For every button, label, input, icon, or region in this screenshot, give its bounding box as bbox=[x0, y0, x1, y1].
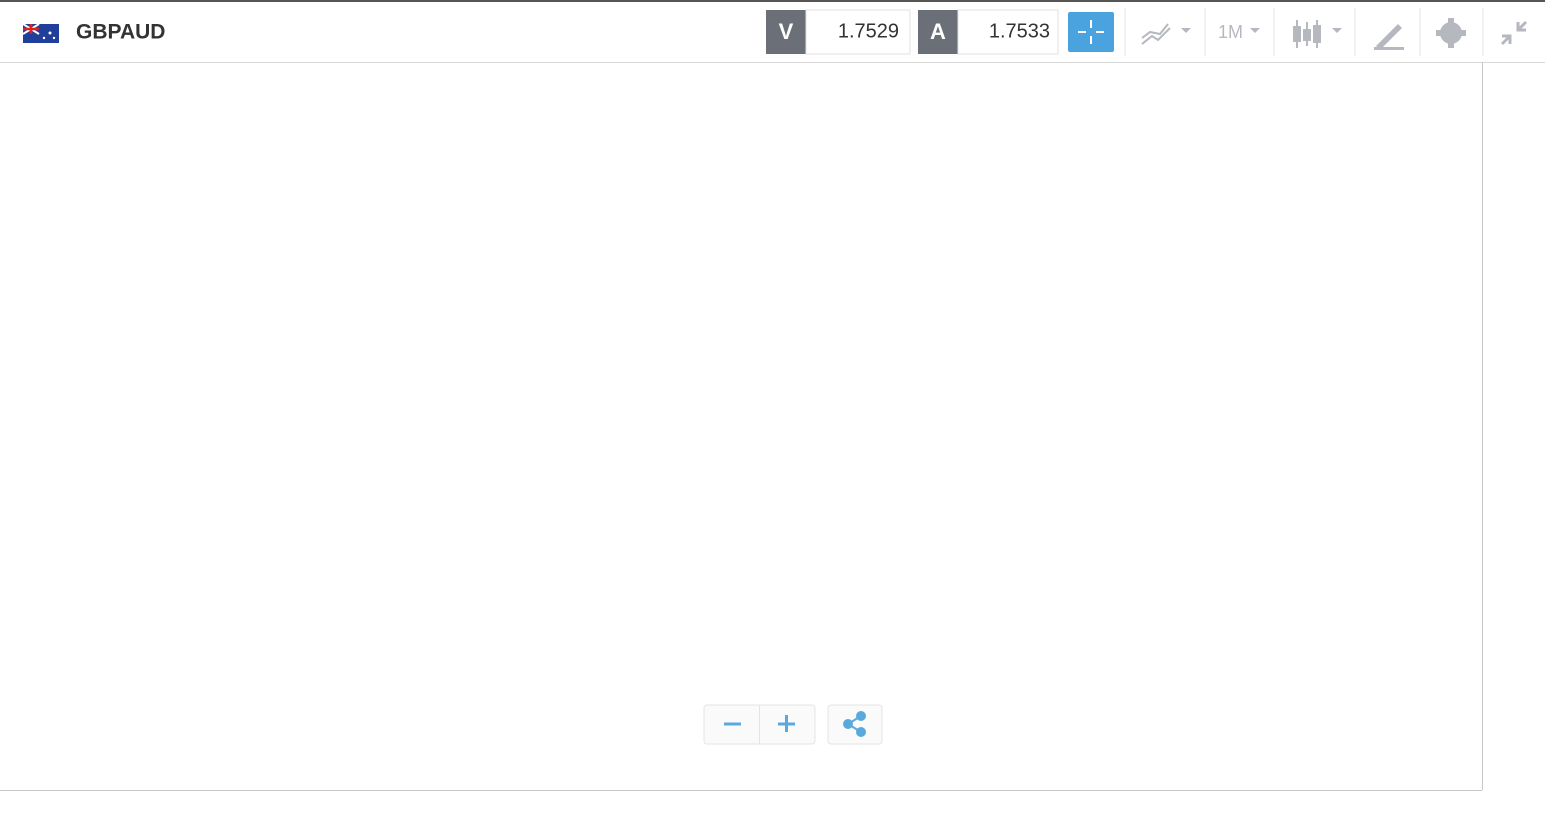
flag-icon bbox=[22, 23, 59, 43]
collapse-button[interactable] bbox=[1500, 20, 1528, 46]
buy-field bbox=[957, 9, 1059, 55]
sell-price: 1.7529 bbox=[838, 20, 899, 42]
sell-field bbox=[805, 9, 911, 55]
timeframe-arrow bbox=[1250, 28, 1260, 33]
zoom-in[interactable] bbox=[778, 715, 795, 732]
toolbar: GBPAUD V 1.7529 A 1.7533 1M bbox=[0, 0, 1545, 63]
toolbar-separators bbox=[1124, 8, 1484, 56]
indicator-menu[interactable] bbox=[1141, 23, 1191, 45]
chart-type-menu[interactable] bbox=[1293, 20, 1342, 48]
buy-label: A bbox=[930, 19, 946, 44]
zoom-controls bbox=[703, 704, 883, 745]
crosshair-button[interactable] bbox=[1068, 12, 1114, 52]
settings-button[interactable] bbox=[1436, 18, 1466, 48]
share-button[interactable] bbox=[843, 711, 866, 737]
symbol: GBPAUD bbox=[76, 21, 165, 44]
sell-button[interactable] bbox=[766, 10, 806, 54]
sell-label: V bbox=[779, 19, 794, 44]
drawing-tool[interactable] bbox=[1374, 24, 1404, 50]
buy-price: 1.7533 bbox=[989, 20, 1050, 42]
share-box bbox=[827, 704, 883, 745]
buy-button[interactable] bbox=[918, 10, 958, 54]
timeframe[interactable]: 1M bbox=[1218, 22, 1243, 42]
